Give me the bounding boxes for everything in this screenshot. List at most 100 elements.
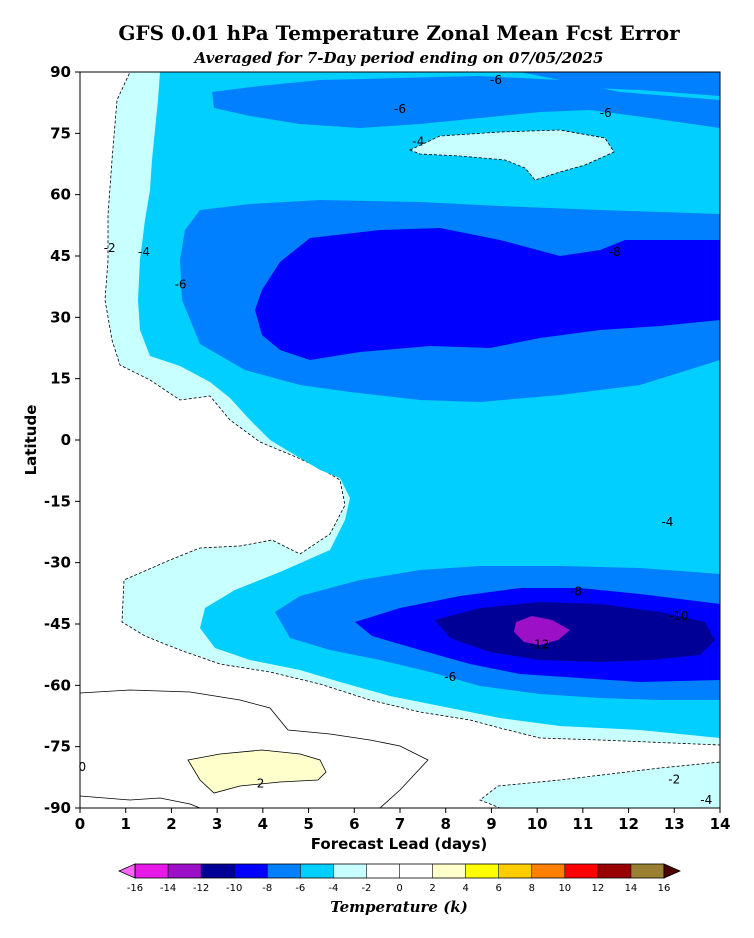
y-tick-label: 30 xyxy=(50,308,71,326)
contour-label: -8 xyxy=(570,584,582,598)
contour-label: -6 xyxy=(600,106,612,120)
colorbar-tick-label: 16 xyxy=(658,883,671,894)
colorbar-title: Temperature (k) xyxy=(330,898,468,916)
y-tick-label: -45 xyxy=(44,615,71,633)
colorbar-swatch xyxy=(465,864,499,878)
x-tick-label: 6 xyxy=(349,815,359,833)
colorbar-tick-label: 14 xyxy=(625,883,638,894)
contour-line-zero-bottom xyxy=(80,795,201,808)
colorbar-swatch xyxy=(135,864,169,878)
x-tick-label: 10 xyxy=(527,815,548,833)
colorbar-swatch xyxy=(300,864,334,878)
colorbar-swatch xyxy=(366,864,400,878)
y-tick-label: -15 xyxy=(44,492,71,510)
contour-label: 2 xyxy=(257,776,265,790)
colorbar-tick-label: 10 xyxy=(558,883,571,894)
contour-label: -6 xyxy=(444,670,456,684)
x-axis-label: Forecast Lead (days) xyxy=(311,835,487,853)
x-tick-label: 0 xyxy=(75,815,85,833)
contour-line-zero-south xyxy=(80,689,429,808)
colorbar-tick-label: -4 xyxy=(328,883,338,894)
y-axis-label: Latitude xyxy=(22,405,40,476)
contour-fill-minus12 xyxy=(514,616,570,645)
contour-label: -4 xyxy=(661,515,673,529)
colorbar-tick-label: -12 xyxy=(193,883,209,894)
contour-fill-minus10 xyxy=(435,602,715,662)
x-tick-label: 2 xyxy=(166,815,176,833)
chart-subtitle: Averaged for 7-Day period ending on 07/0… xyxy=(193,49,604,67)
contour-fill-minus8-north xyxy=(255,228,720,360)
y-tick-label: 0 xyxy=(61,431,71,449)
y-tick-label: -60 xyxy=(44,676,71,694)
contour-label: -2 xyxy=(668,772,680,786)
y-tick-label: 45 xyxy=(50,247,71,265)
x-tick-label: 9 xyxy=(486,815,496,833)
contour-label: -6 xyxy=(394,102,406,116)
colorbar-tick-label: 2 xyxy=(429,883,435,894)
contour-label: -6 xyxy=(175,278,187,292)
colorbar-tick-label: -6 xyxy=(295,883,305,894)
colorbar-swatch xyxy=(333,864,367,878)
colorbar: -16 -14 -12 -10 -8 -6 -4 -2 0 2 4 6 8 10 12 14 16 xyxy=(118,863,681,894)
x-tick-label: 12 xyxy=(618,815,639,833)
contour-label: -2 xyxy=(104,241,116,255)
colorbar-swatch xyxy=(234,864,268,878)
colorbar-tick-label: 6 xyxy=(496,883,502,894)
y-tick-label: -90 xyxy=(44,799,71,817)
contour-label: -4 xyxy=(700,793,712,807)
y-axis: 90 75 60 45 30 15 0 -15 -30 -45 -60 -75 -90 xyxy=(44,63,80,817)
contour-field xyxy=(80,72,720,808)
contour-label: -6 xyxy=(490,73,502,87)
colorbar-swatch xyxy=(267,864,301,878)
colorbar-tick-label: -16 xyxy=(127,883,143,894)
x-tick-label: 1 xyxy=(120,815,130,833)
contour-label: 0 xyxy=(78,760,86,774)
y-tick-label: 90 xyxy=(50,63,71,81)
colorbar-swatch xyxy=(201,864,235,878)
contour-fill-plus2 xyxy=(187,749,327,794)
contour-labels: -6 -6 -6 -4 -2 -4 -6 -8 -4 -8 -10 -12 -6 0 2 -2 -4 xyxy=(78,73,712,807)
y-tick-label: 15 xyxy=(50,370,71,388)
contour-fill-minus6-corner xyxy=(520,72,720,96)
contour-label: -12 xyxy=(530,637,550,651)
colorbar-swatch xyxy=(564,864,598,878)
colorbar-tick-label: -10 xyxy=(226,883,242,894)
contour-label: -4 xyxy=(138,245,150,259)
x-tick-label: 7 xyxy=(395,815,405,833)
colorbar-swatch xyxy=(630,864,664,878)
contour-label: -4 xyxy=(412,135,424,149)
colorbar-tick-label: 12 xyxy=(592,883,605,894)
y-tick-label: -75 xyxy=(44,738,71,756)
contour-fill-pocket xyxy=(408,129,615,181)
contour-fill-minus6-top xyxy=(212,76,720,128)
colorbar-swatch xyxy=(168,864,202,878)
colorbar-tick-label: 0 xyxy=(396,883,402,894)
x-tick-label: 8 xyxy=(440,815,450,833)
y-tick-label: 60 xyxy=(50,186,71,204)
contour-label: -10 xyxy=(669,609,689,623)
colorbar-min-arrow xyxy=(118,863,136,879)
colorbar-tick-label: -8 xyxy=(262,883,272,894)
contour-label: -8 xyxy=(609,245,621,259)
chart-title: GFS 0.01 hPa Temperature Zonal Mean Fcst… xyxy=(118,21,680,45)
y-tick-label: 75 xyxy=(50,124,71,142)
colorbar-tick-label: 8 xyxy=(529,883,535,894)
colorbar-swatch xyxy=(531,864,565,878)
y-tick-label: -30 xyxy=(44,554,71,572)
x-tick-label: 11 xyxy=(572,815,593,833)
colorbar-tick-label: 4 xyxy=(462,883,468,894)
colorbar-tick-label: -2 xyxy=(361,883,371,894)
x-axis: 0 1 2 3 4 5 6 7 8 9 10 11 12 13 14 xyxy=(75,808,731,833)
x-tick-label: 5 xyxy=(303,815,313,833)
x-tick-label: 13 xyxy=(664,815,685,833)
colorbar-swatch xyxy=(597,864,631,878)
colorbar-tick-label: -14 xyxy=(160,883,176,894)
colorbar-swatch xyxy=(399,864,433,878)
colorbar-swatch xyxy=(498,864,532,878)
x-tick-label: 14 xyxy=(710,815,731,833)
colorbar-swatch xyxy=(432,864,466,878)
x-tick-label: 3 xyxy=(212,815,222,833)
colorbar-max-arrow xyxy=(663,863,681,879)
x-tick-label: 4 xyxy=(258,815,268,833)
